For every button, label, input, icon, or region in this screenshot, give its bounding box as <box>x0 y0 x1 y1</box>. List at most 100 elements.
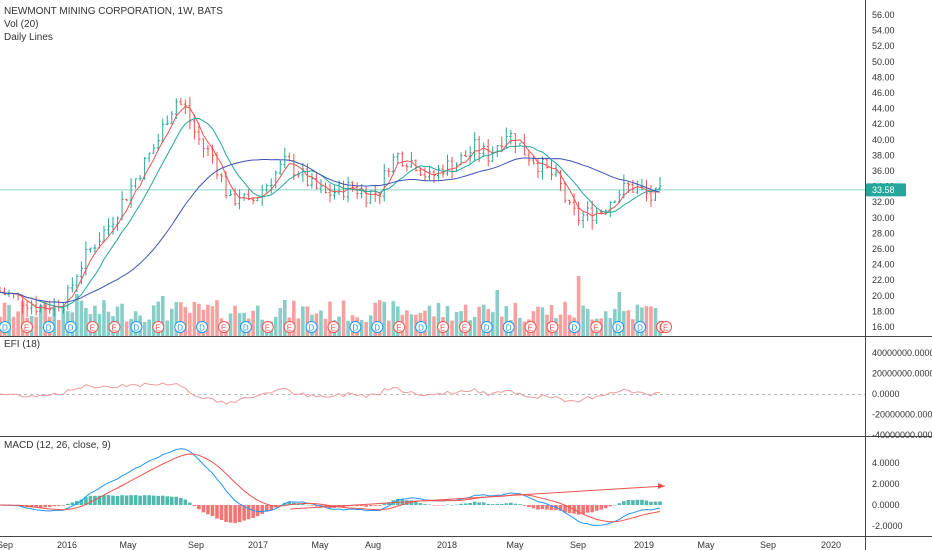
volume-bar <box>215 300 219 336</box>
macd-tick-label: -2.0000 <box>872 521 903 531</box>
macd-histogram-bar <box>341 505 346 508</box>
volume-bar <box>102 300 106 336</box>
marker-label: E <box>396 324 401 333</box>
macd-histogram-bar <box>436 505 441 506</box>
dividend-marker-icon <box>349 321 362 333</box>
macd-histogram-bar <box>612 504 617 506</box>
macd-histogram-bar <box>34 505 38 508</box>
macd-histogram-bar <box>481 502 486 505</box>
macd-histogram-bar <box>102 495 106 505</box>
macd-histogram-bar <box>192 505 197 507</box>
marker-label: D <box>68 324 74 333</box>
macd-histogram-bar <box>441 505 445 506</box>
macd-histogram-bar <box>626 499 631 505</box>
macd-histogram-bar <box>120 495 124 505</box>
macd-histogram-bar <box>472 501 477 505</box>
price-axis[interactable]: 16.00 18.00 20.00 22.00 24.00 26.00 28.00 30.00… <box>872 10 895 332</box>
volume-bar <box>61 307 66 336</box>
macd-histogram-bar <box>115 495 120 505</box>
marker-label: D <box>418 324 424 333</box>
time-tick-label: 2016 <box>57 540 77 550</box>
efi-indicator-label[interactable]: EFI (18) <box>4 339 41 350</box>
marker-label: D <box>46 324 52 333</box>
macd-histogram-bar <box>156 496 161 505</box>
volume-bar <box>432 316 436 336</box>
volume-bar <box>197 303 201 336</box>
dividend-marker-icon <box>634 321 647 333</box>
earnings-marker-icon <box>218 321 230 333</box>
marker-label: E <box>593 324 598 333</box>
volume-indicator-label[interactable]: Vol (20) <box>4 19 39 30</box>
earnings-marker-icon <box>327 321 340 333</box>
volume-bar <box>20 300 25 336</box>
dividend-marker-icon <box>480 321 493 333</box>
macd-histogram-bar <box>509 502 513 505</box>
macd-histogram-bar <box>522 505 527 506</box>
marker-label: E <box>221 324 226 333</box>
volume-bar <box>328 301 332 336</box>
macd-histogram-bar <box>518 504 522 505</box>
volume-bar <box>156 301 161 336</box>
macd-histogram-bar <box>84 497 88 505</box>
macd-histogram-bar <box>581 505 585 515</box>
price-tick-label: 18.00 <box>872 306 895 316</box>
volume-bar <box>165 320 170 336</box>
volume-bar <box>513 302 518 336</box>
macd-axis[interactable]: 4.0000 2.0000 0.0000 -2.0000 <box>872 458 903 531</box>
volume-bar <box>228 313 233 336</box>
earnings-marker-icon <box>108 321 121 333</box>
efi-axis[interactable]: 40000000.0000 20000000.0000 0.0000 -2000000… <box>872 348 932 440</box>
earnings-marker-icon <box>152 321 165 333</box>
macd-histogram-bar <box>373 505 378 506</box>
macd-histogram-bar <box>549 505 554 511</box>
macd-histogram-bar <box>29 505 34 508</box>
dividend-marker-icon <box>130 321 143 333</box>
macd-histogram-bar <box>47 505 52 508</box>
daily-lines-indicator-label[interactable]: Daily Lines <box>4 32 53 43</box>
dividend-marker-icon <box>64 321 77 333</box>
moving-average-line <box>0 157 661 304</box>
macd-histogram-bar <box>147 495 151 505</box>
macd-trendline <box>289 485 666 510</box>
time-tick-label: Sep <box>570 540 586 550</box>
time-tick-label: May <box>506 540 524 550</box>
volume-bar <box>233 305 237 336</box>
volume-bar <box>373 302 378 336</box>
macd-histogram-bar <box>454 504 459 506</box>
macd-histogram-bar <box>264 505 269 512</box>
time-tick-label: Aug <box>365 540 381 550</box>
dividend-marker-icon <box>568 321 581 333</box>
macd-histogram-bar <box>310 505 314 506</box>
price-tick-label: 48.00 <box>872 72 895 82</box>
dividend-marker-icon <box>502 321 515 333</box>
volume-bar <box>169 308 174 336</box>
macd-line <box>0 448 661 526</box>
volume-bar <box>499 316 504 336</box>
macd-histogram-bar <box>138 495 142 505</box>
macd-histogram-bar <box>151 495 156 505</box>
volume-bar <box>38 304 43 336</box>
price-tick-label: 54.00 <box>872 26 895 36</box>
price-tick-label: 46.00 <box>872 88 895 98</box>
marker-label: E <box>24 324 29 333</box>
volume-bar <box>581 305 585 336</box>
volume-bar <box>84 307 88 336</box>
earnings-marker-icon <box>546 321 559 333</box>
volume-bar <box>282 300 287 336</box>
time-tick-label: May <box>697 540 715 550</box>
marker-label: D <box>199 324 205 333</box>
macd-indicator-label[interactable]: MACD (12, 26, close, 9) <box>4 440 111 451</box>
macd-histogram-bar <box>653 501 658 505</box>
time-axis[interactable]: Sep 2016 May Sep 2017 May Aug 2018 May Sep 2019 May… <box>0 540 841 550</box>
macd-histogram-bar <box>142 495 147 505</box>
macd-histogram-bar <box>531 505 536 509</box>
macd-histogram-bar <box>323 505 328 508</box>
volume-bar <box>481 304 486 336</box>
volume-bar <box>106 311 111 336</box>
earnings-marker-icon <box>261 321 274 333</box>
time-tick-label: Sep <box>760 540 776 550</box>
macd-histogram-bar <box>278 505 283 506</box>
macd-histogram-bar <box>228 505 233 523</box>
volume-bar <box>183 307 188 336</box>
